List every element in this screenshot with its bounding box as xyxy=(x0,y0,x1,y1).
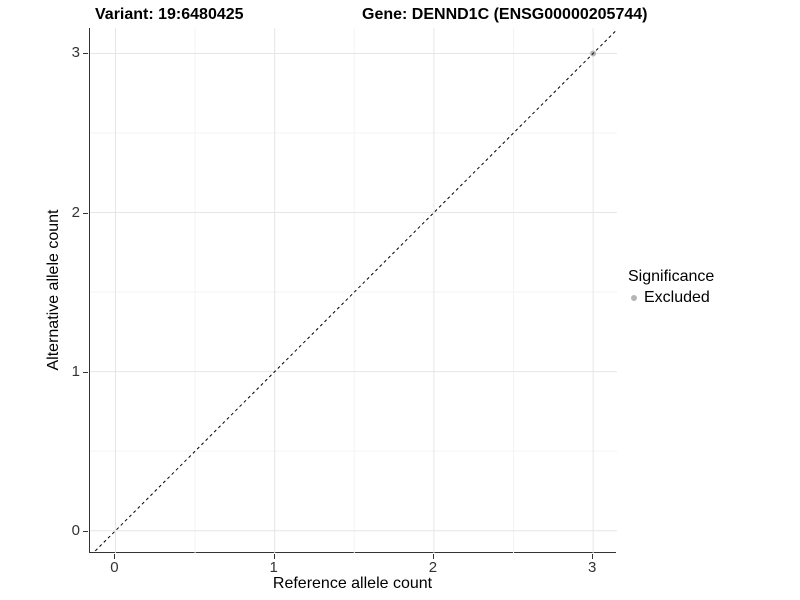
x-tick-mark xyxy=(273,554,275,559)
y-tick-label: 2 xyxy=(71,203,80,221)
x-tick-label: 1 xyxy=(269,559,278,576)
y-tick-mark xyxy=(83,371,88,373)
x-axis-title: Reference allele count xyxy=(272,575,433,592)
x-tick-mark xyxy=(432,554,434,559)
identity-reference-line xyxy=(92,28,617,553)
variant-title: Variant: 19:6480425 xyxy=(95,6,244,23)
y-tick-label: 0 xyxy=(71,521,80,539)
y-tick-mark xyxy=(83,212,88,214)
x-tick-mark xyxy=(114,554,116,559)
x-tick-label: 3 xyxy=(587,559,597,576)
legend-item-excluded: Excluded xyxy=(628,289,798,307)
y-tick-label: 1 xyxy=(71,362,80,380)
y-axis-title-text: Alternative allele count xyxy=(45,209,62,371)
y-tick-mark xyxy=(83,53,88,55)
legend-marker-dot-icon xyxy=(631,295,637,301)
legend-items: Excluded xyxy=(628,289,798,307)
x-tick-label: 2 xyxy=(428,559,438,576)
x-tick-mark xyxy=(592,554,594,559)
gene-title: Gene: DENND1C (ENSG00000205744) xyxy=(362,6,648,23)
legend-title: Significance xyxy=(628,268,715,285)
plot-panel xyxy=(89,28,617,553)
legend-item-label: Excluded xyxy=(644,289,710,306)
x-tick-label: 0 xyxy=(110,559,119,576)
plot-canvas xyxy=(90,28,617,553)
y-tick-label: 3 xyxy=(71,44,80,62)
y-tick-mark xyxy=(83,530,88,532)
legend: Significance Excluded xyxy=(628,268,798,307)
